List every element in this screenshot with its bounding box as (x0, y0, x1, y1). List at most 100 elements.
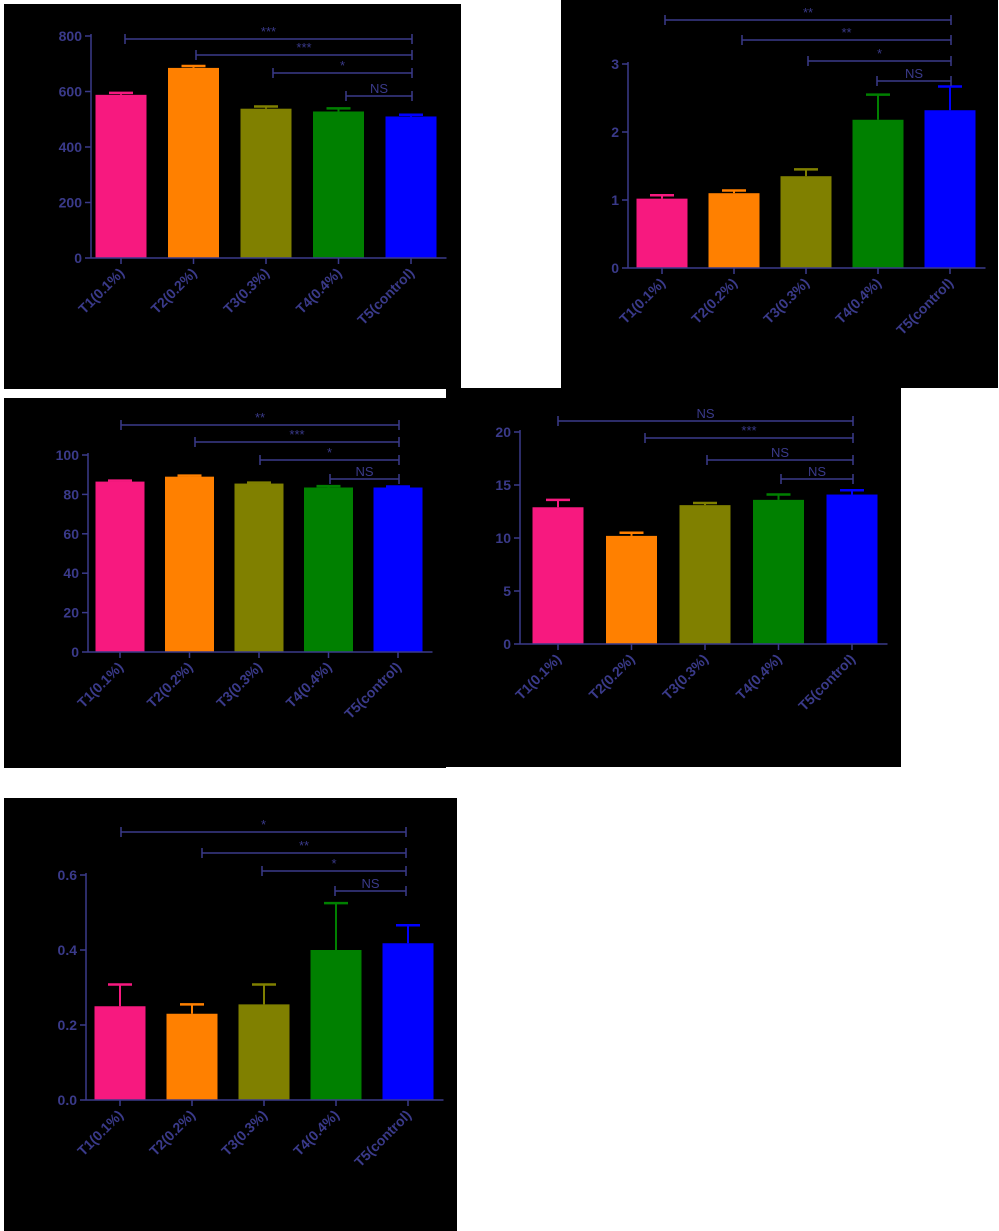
significance-label: *** (261, 24, 276, 39)
bar (94, 1006, 146, 1100)
chart-panel-5: 0.0 0.2 0.4 0.6 T1(0.1%) T2(0.2%) T3(0.3%) T4(0… (4, 798, 457, 1231)
bar (165, 476, 214, 652)
x-tick-label: T4(0.4%) (733, 651, 785, 703)
bar (304, 487, 353, 652)
y-tick-label: 600 (59, 84, 83, 100)
bar (382, 943, 434, 1100)
chart-panel-2: 0 1 2 3 T1(0.1%) T2(0.2%) T3(0.3%) T4(0.4%) T5(c… (561, 0, 998, 388)
significance-label: *** (296, 40, 311, 55)
significance-label: * (340, 58, 345, 73)
bar (168, 67, 219, 258)
y-tick-label: 10 (495, 530, 511, 546)
significance-label: * (331, 856, 336, 871)
y-tick-label: 800 (59, 28, 83, 44)
significance-label: ** (299, 838, 309, 853)
bar (166, 1013, 218, 1100)
significance-label: NS (905, 66, 923, 81)
x-tick-label: T4(0.4%) (832, 275, 884, 327)
y-tick-label: 100 (56, 447, 80, 463)
x-tick-label: T1(0.1%) (512, 651, 564, 703)
bar-chart-4: 0 5 10 15 20 T1(0.1%) T2(0.2%) T3(0.3%) T4(0.4%)… (495, 406, 888, 714)
x-tick-label: T4(0.4%) (290, 1107, 342, 1159)
x-tick-label: T5(control) (893, 275, 956, 338)
y-tick-label: 5 (503, 583, 511, 599)
bar-chart-3: 0 20 40 60 80 100 T1(0.1%) T2(0.2%) T3(0.3%) T4(0… (56, 410, 433, 722)
significance-label: NS (771, 445, 789, 460)
y-tick-label: 0 (74, 250, 82, 266)
x-tick-label: T3(0.3%) (659, 651, 711, 703)
y-tick-label: 0 (71, 644, 79, 660)
bar (826, 494, 878, 644)
x-tick-label: T2(0.2%) (586, 651, 638, 703)
x-tick-label: T4(0.4%) (283, 659, 335, 711)
x-tick-label: T3(0.3%) (220, 265, 272, 317)
significance-label: ** (255, 410, 265, 425)
bar (385, 116, 437, 258)
x-tick-label: T2(0.2%) (146, 1107, 198, 1159)
bar (636, 198, 688, 268)
bar (95, 94, 147, 258)
bar-chart-1: 0 200 400 600 800 T1(0.1%) T2(0.2%) T3(0.3%) T4(… (59, 24, 447, 328)
y-tick-label: 0 (503, 636, 511, 652)
x-tick-label: T1(0.1%) (74, 1107, 126, 1159)
significance-label: NS (808, 464, 826, 479)
x-tick-label: T5(control) (795, 651, 858, 714)
y-tick-label: 0.2 (58, 1017, 78, 1033)
x-tick-label: T5(control) (341, 659, 404, 722)
y-tick-label: 2 (611, 124, 619, 140)
bar (780, 176, 832, 268)
significance-label: NS (696, 406, 714, 421)
y-tick-label: 60 (63, 526, 79, 542)
bar (313, 111, 364, 258)
bar-chart-5: 0.0 0.2 0.4 0.6 T1(0.1%) T2(0.2%) T3(0.3%) T4(0… (58, 817, 444, 1170)
x-tick-label: T2(0.2%) (688, 275, 740, 327)
significance-label: * (327, 445, 332, 460)
bar (310, 950, 362, 1100)
bar (234, 483, 284, 652)
x-tick-label: T1(0.1%) (74, 659, 126, 711)
significance-label: NS (355, 464, 373, 479)
significance-label: NS (370, 81, 388, 96)
x-tick-label: T3(0.3%) (218, 1107, 270, 1159)
bar (606, 535, 657, 644)
y-tick-label: 200 (59, 195, 83, 211)
y-tick-label: 0.0 (58, 1092, 78, 1108)
x-tick-label: T3(0.3%) (760, 275, 812, 327)
bar (708, 193, 760, 268)
y-tick-label: 20 (495, 424, 511, 440)
bar (532, 507, 584, 644)
y-tick-label: 1 (611, 192, 619, 208)
y-tick-label: 20 (63, 605, 79, 621)
significance-label: *** (741, 423, 756, 438)
bar (679, 505, 731, 644)
bar (753, 499, 804, 644)
y-tick-label: 40 (63, 565, 79, 581)
chart-panel-1: 0 200 400 600 800 T1(0.1%) T2(0.2%) T3(0.3%) T4(… (4, 4, 461, 389)
x-tick-label: T3(0.3%) (213, 659, 265, 711)
x-tick-label: T1(0.1%) (75, 265, 127, 317)
chart-panel-4: 0 5 10 15 20 T1(0.1%) T2(0.2%) T3(0.3%) T4(0.4%)… (446, 388, 901, 767)
y-tick-label: 0 (611, 260, 619, 276)
y-tick-label: 3 (611, 56, 619, 72)
bar (238, 1004, 290, 1100)
significance-label: ** (803, 5, 813, 20)
x-tick-label: T4(0.4%) (293, 265, 345, 317)
bar (240, 108, 292, 258)
x-tick-label: T1(0.1%) (616, 275, 668, 327)
significance-label: ** (841, 25, 851, 40)
significance-label: *** (289, 427, 304, 442)
significance-label: * (877, 46, 882, 61)
y-tick-label: 0.4 (58, 942, 78, 958)
y-tick-label: 400 (59, 139, 83, 155)
y-tick-label: 0.6 (58, 867, 78, 883)
x-tick-label: T2(0.2%) (144, 659, 196, 711)
y-tick-label: 15 (495, 477, 511, 493)
bar (852, 119, 904, 268)
x-tick-label: T5(control) (354, 265, 417, 328)
x-tick-label: T2(0.2%) (148, 265, 200, 317)
significance-label: * (261, 817, 266, 832)
x-tick-label: T5(control) (351, 1107, 414, 1170)
bar (95, 481, 145, 652)
bar-chart-2: 0 1 2 3 T1(0.1%) T2(0.2%) T3(0.3%) T4(0.4%) T5(c… (611, 5, 986, 338)
chart-panel-3: 0 20 40 60 80 100 T1(0.1%) T2(0.2%) T3(0.3%) T4(0… (4, 398, 446, 768)
